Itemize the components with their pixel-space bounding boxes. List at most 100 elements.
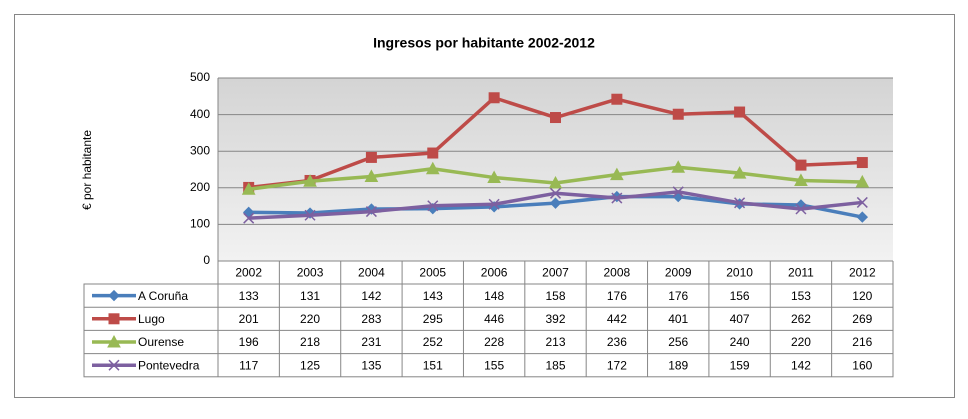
y-tick-label: 200 (190, 180, 210, 194)
marker (610, 167, 624, 181)
table-value: 401 (668, 312, 688, 326)
table-value: 125 (300, 358, 320, 372)
table-value: 151 (423, 358, 443, 372)
table-value: 392 (545, 312, 565, 326)
x-tick-label: 2004 (358, 266, 385, 280)
table-value: 240 (730, 335, 750, 349)
marker (795, 203, 807, 215)
marker (304, 209, 316, 221)
legend-label: Lugo (138, 312, 165, 326)
legend-label: Pontevedra (138, 358, 200, 372)
table-value: 158 (545, 289, 565, 303)
plot-area (218, 78, 893, 261)
marker (856, 211, 869, 223)
marker (611, 93, 623, 105)
legend-label: A Coruña (138, 289, 188, 303)
marker (734, 106, 746, 118)
marker (732, 166, 747, 179)
marker (425, 161, 440, 175)
table-value: 176 (668, 289, 688, 303)
table-value: 133 (239, 289, 259, 303)
marker (243, 212, 255, 224)
marker (550, 112, 561, 124)
marker (108, 359, 120, 371)
table-value: 220 (300, 312, 320, 326)
table-value: 135 (361, 358, 381, 372)
marker (671, 160, 686, 173)
x-tick-label: 2005 (419, 266, 446, 280)
marker (488, 198, 500, 210)
table-value: 283 (361, 312, 381, 326)
table-value: 142 (791, 358, 811, 372)
chart-title: Ingresos por habitante 2002-2012 (373, 35, 595, 51)
marker (734, 197, 746, 209)
marker (672, 108, 684, 120)
table-value: 117 (239, 358, 258, 372)
table-value: 142 (361, 289, 381, 303)
marker (303, 174, 317, 187)
table-value: 155 (484, 358, 504, 372)
marker (795, 159, 807, 171)
marker (107, 334, 121, 348)
x-tick-label: 2003 (297, 266, 324, 280)
marker (488, 92, 500, 104)
table-value: 220 (791, 335, 811, 349)
x-tick-label: 2006 (481, 266, 508, 280)
x-tick-label: 2010 (726, 266, 753, 280)
x-tick-label: 2011 (788, 266, 814, 280)
marker (856, 157, 868, 169)
table-value: 153 (791, 289, 811, 303)
table-value: 160 (852, 358, 872, 372)
marker (427, 147, 439, 159)
marker (108, 313, 120, 325)
table-value: 231 (361, 335, 381, 349)
table-value: 189 (668, 358, 688, 372)
marker (108, 289, 120, 302)
marker (487, 170, 501, 184)
x-tick-label: 2002 (235, 266, 262, 280)
marker (548, 175, 563, 189)
marker (672, 186, 684, 198)
marker (611, 192, 623, 204)
y-tick-label: 100 (190, 217, 210, 231)
table-value: 407 (730, 312, 750, 326)
marker (549, 187, 562, 199)
table-value: 131 (300, 289, 320, 303)
marker (427, 200, 439, 212)
table-value: 256 (668, 335, 688, 349)
table-value: 236 (607, 335, 627, 349)
y-tick-label: 0 (203, 253, 210, 267)
table-value: 218 (300, 335, 320, 349)
marker (241, 182, 256, 195)
marker (365, 151, 377, 163)
table-value: 143 (423, 289, 443, 303)
table-value: 172 (607, 358, 627, 372)
table-value: 159 (730, 358, 750, 372)
table-value: 201 (239, 312, 259, 326)
marker (549, 197, 562, 209)
table-value: 213 (545, 335, 565, 349)
table-value: 148 (484, 289, 504, 303)
marker (855, 174, 870, 188)
table-value: 120 (852, 289, 872, 303)
table-value: 295 (423, 312, 443, 326)
marker (856, 196, 868, 208)
table-value: 262 (791, 312, 811, 326)
table-value: 269 (852, 312, 872, 326)
table-value: 216 (852, 335, 872, 349)
y-axis-label: € por habitante (80, 130, 94, 210)
x-tick-label: 2007 (542, 266, 569, 280)
y-tick-label: 500 (190, 70, 210, 84)
y-tick-label: 400 (190, 107, 210, 121)
x-tick-label: 2012 (849, 266, 876, 280)
table-value: 156 (730, 289, 750, 303)
x-tick-label: 2008 (604, 266, 631, 280)
marker (364, 169, 379, 182)
table-value: 228 (484, 335, 504, 349)
y-tick-label: 300 (190, 143, 210, 157)
table-value: 176 (607, 289, 627, 303)
table-value: 446 (484, 312, 504, 326)
marker (794, 173, 808, 186)
marker (365, 206, 377, 218)
